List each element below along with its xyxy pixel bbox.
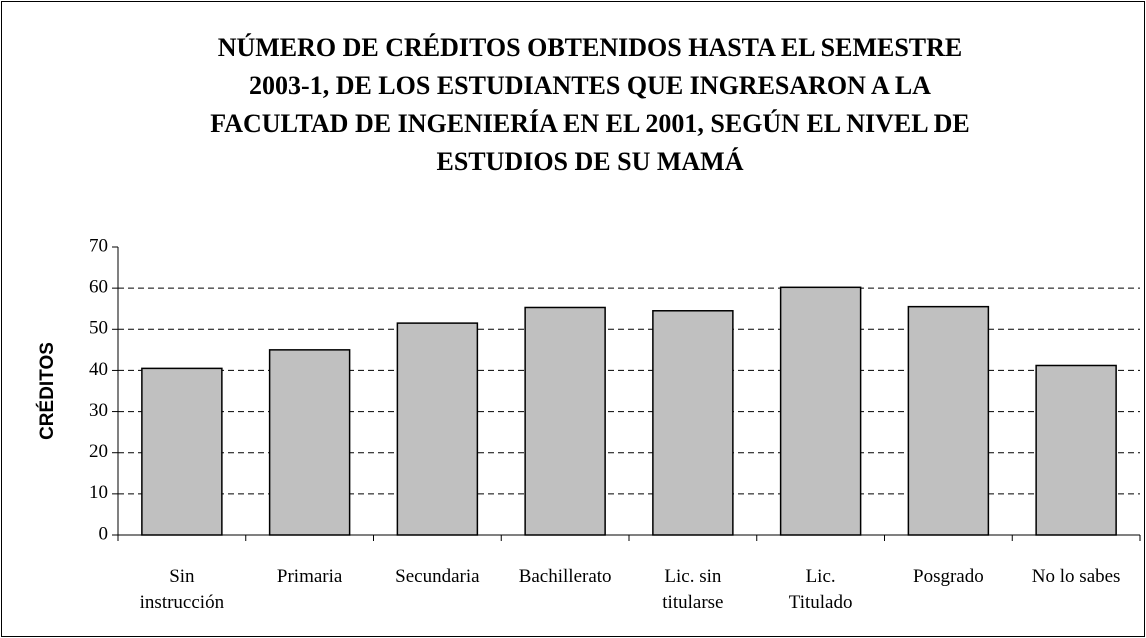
x-tick-label-line: Primaria [277, 566, 343, 587]
x-tick-label-line: Sin [169, 566, 195, 587]
x-tick-label: Bachillerato [519, 566, 612, 587]
chart-title: FACULTAD DE INGENIERÍA EN EL 2001, SEGÚN… [210, 109, 969, 138]
x-tick-label: Lic. Titulado [789, 566, 853, 613]
chart-title: NÚMERO DE CRÉDITOS OBTENIDOS HASTA EL SE… [218, 33, 963, 62]
y-tick-label: 20 [89, 441, 108, 462]
x-tick-label: No lo sabes [1032, 566, 1121, 587]
x-tick-label: Posgrado [913, 566, 984, 587]
bar [907, 305, 990, 536]
x-tick-label-line: Titulado [789, 592, 853, 613]
bar [652, 310, 734, 536]
x-tick-label: Sin instrucción [140, 566, 225, 613]
y-tick-label: 10 [89, 482, 108, 503]
bar [1035, 364, 1117, 536]
x-tick-label-line: Lic. sin [664, 566, 721, 587]
bar [268, 349, 351, 536]
x-tick-label-line: Bachillerato [519, 566, 612, 587]
bar [396, 322, 479, 536]
x-tick-label-line: instrucción [140, 592, 225, 613]
x-tick-label: Lic. sin titularse [662, 566, 723, 613]
y-axis-label: CRÉDITOS [36, 342, 58, 440]
y-tick-label: 40 [89, 359, 108, 380]
x-tick-label-line: No lo sabes [1032, 566, 1121, 587]
chart-title: 2003-1, DE LOS ESTUDIANTES QUE INGRESARO… [249, 71, 931, 100]
bar [524, 306, 606, 536]
x-tick-label-line: titularse [662, 592, 723, 613]
y-tick-label: 0 [99, 523, 109, 544]
bar [141, 367, 223, 536]
chart-title: ESTUDIOS DE SU MAMÁ [437, 147, 744, 176]
bar [779, 286, 862, 536]
y-tick-label: 70 [89, 235, 108, 256]
x-tick-label: Primaria [277, 566, 343, 587]
x-tick-label-line: Lic. [806, 566, 836, 587]
y-tick-label: 30 [89, 400, 108, 421]
y-tick-label: 50 [89, 318, 108, 339]
x-tick-label-line: Posgrado [913, 566, 984, 587]
x-tick-label: Secundaria [395, 566, 480, 587]
y-tick-label: 60 [89, 277, 108, 298]
x-tick-label-line: Secundaria [395, 566, 480, 587]
